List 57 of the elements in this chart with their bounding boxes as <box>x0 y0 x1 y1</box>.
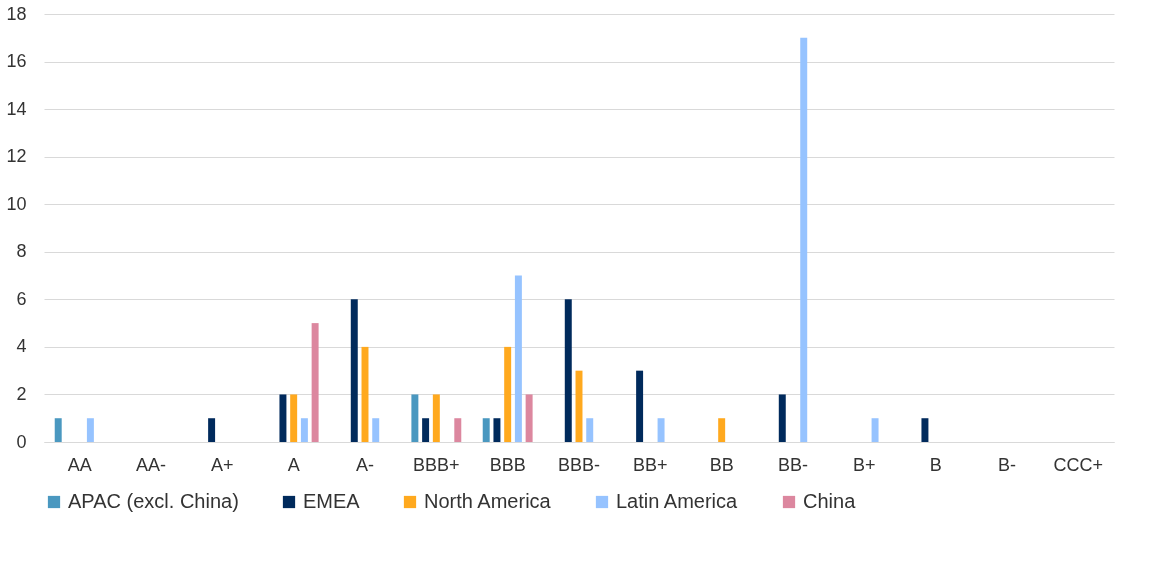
x-tick-label: AA- <box>135 454 167 475</box>
bar <box>921 418 929 442</box>
x-tick-label: BBB+ <box>413 454 460 475</box>
y-tick-label: 4 <box>16 336 27 357</box>
legend-label: APAC (excl. China) <box>68 490 239 512</box>
bar <box>311 323 319 442</box>
bar <box>372 418 380 442</box>
legend-label: China <box>803 490 857 512</box>
bar <box>454 418 462 442</box>
y-tick-label: 18 <box>6 3 27 24</box>
bar <box>290 394 298 442</box>
bar <box>586 418 594 442</box>
legend-label: North America <box>424 490 552 512</box>
bar <box>54 418 62 442</box>
legend-label: Latin America <box>616 490 739 512</box>
bar <box>411 394 419 442</box>
bar <box>482 418 490 442</box>
bar <box>718 418 726 442</box>
x-tick-label: BB <box>709 454 734 475</box>
x-tick-label: AA <box>67 454 92 475</box>
x-tick-label: B- <box>998 454 1017 475</box>
bar <box>525 394 533 442</box>
y-tick-label: 2 <box>16 383 27 404</box>
y-tick-label: 12 <box>6 146 27 167</box>
x-tick-label: BBB- <box>557 454 601 475</box>
bar <box>514 275 522 442</box>
bar <box>800 37 808 442</box>
bar <box>422 418 430 442</box>
bar <box>208 418 216 442</box>
x-tick-label: B <box>929 454 942 475</box>
bar <box>564 299 572 442</box>
y-tick-label: 14 <box>6 98 27 119</box>
x-tick-label: A <box>287 454 300 475</box>
y-tick-label: 16 <box>6 51 27 72</box>
bar <box>636 370 644 442</box>
y-tick-label: 0 <box>16 431 27 452</box>
x-tick-label: BB+ <box>633 454 668 475</box>
bar <box>778 394 786 442</box>
bar <box>493 418 501 442</box>
x-tick-label: CCC+ <box>1053 454 1104 475</box>
y-tick-label: 8 <box>16 241 27 262</box>
x-tick-label: A+ <box>211 454 234 475</box>
x-tick-label: A- <box>356 454 375 475</box>
bar <box>350 299 358 442</box>
y-tick-label: 10 <box>6 193 27 214</box>
x-tick-label: B+ <box>853 454 876 475</box>
x-tick-label: BB- <box>777 454 809 475</box>
bar <box>657 418 665 442</box>
y-tick-label: 6 <box>16 288 27 309</box>
bar <box>432 394 440 442</box>
bar <box>300 418 308 442</box>
bar <box>86 418 94 442</box>
bar <box>871 418 879 442</box>
x-tick-label: BBB <box>489 454 526 475</box>
bar <box>504 346 512 442</box>
legend-label: EMEA <box>303 490 361 512</box>
bar <box>279 394 287 442</box>
